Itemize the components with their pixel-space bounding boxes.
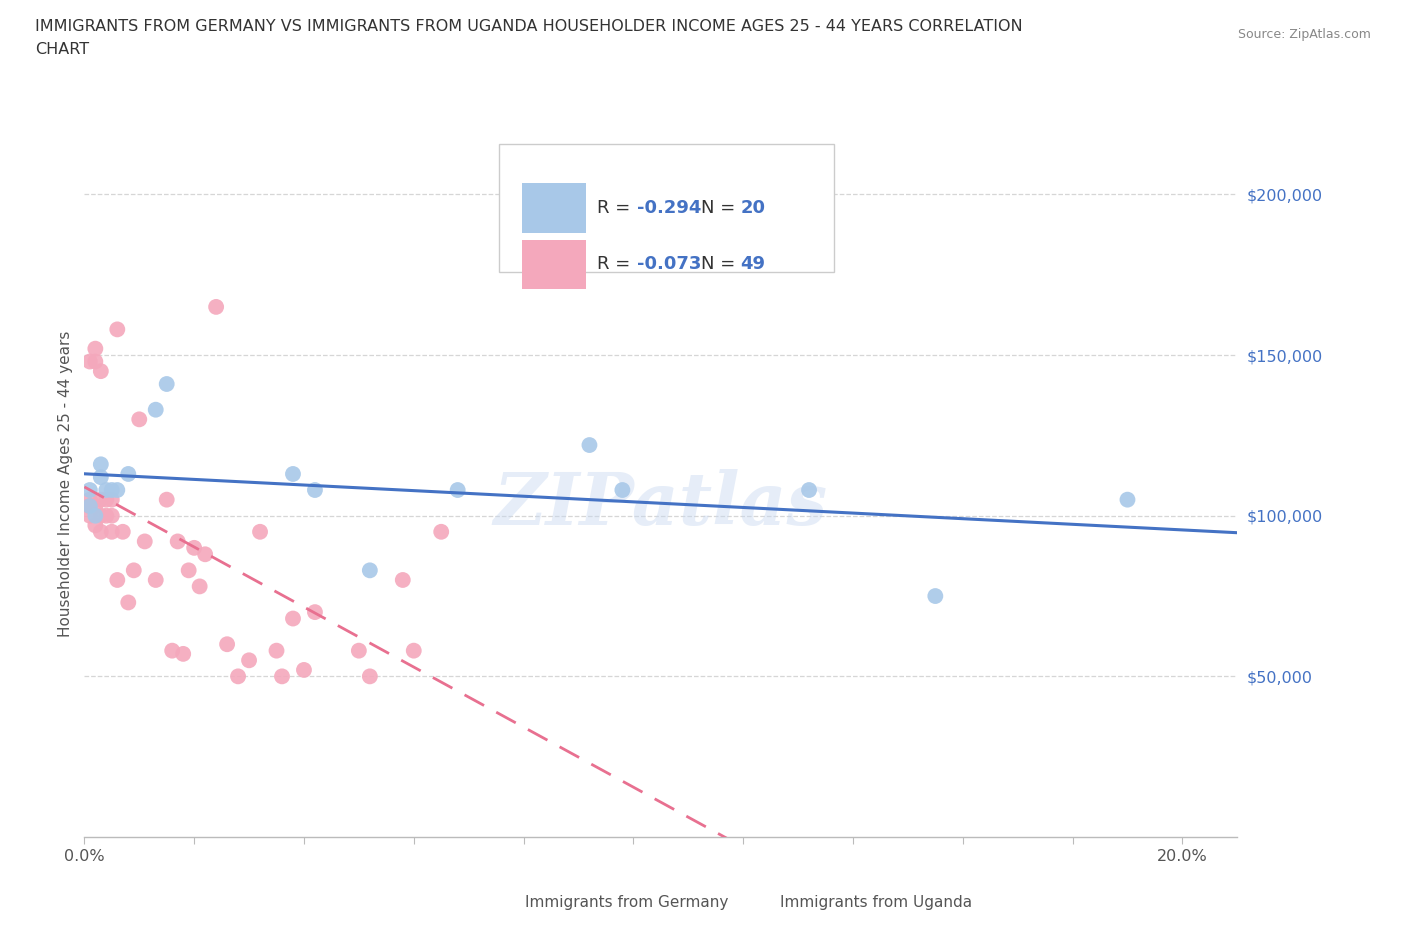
Point <box>402 644 425 658</box>
Point <box>90 457 112 472</box>
Point <box>79 509 101 524</box>
Text: -0.073: -0.073 <box>637 256 702 273</box>
Point <box>101 492 124 507</box>
Point <box>292 662 315 677</box>
Point <box>281 467 304 482</box>
Point <box>128 412 150 427</box>
Point <box>101 483 124 498</box>
Point <box>105 322 128 337</box>
Text: CHART: CHART <box>35 42 89 57</box>
FancyBboxPatch shape <box>499 144 834 272</box>
Point <box>105 483 128 498</box>
Point <box>347 644 370 658</box>
Point <box>304 604 326 619</box>
Point <box>156 492 179 507</box>
Point <box>271 669 294 684</box>
Point <box>117 467 139 482</box>
FancyBboxPatch shape <box>471 880 517 918</box>
Text: 49: 49 <box>741 256 765 273</box>
Point <box>101 509 124 524</box>
Point <box>156 377 179 392</box>
Point <box>145 403 167 418</box>
Point <box>84 498 107 513</box>
Point <box>924 589 946 604</box>
Point <box>447 483 470 498</box>
Point <box>391 573 413 588</box>
Point <box>160 644 183 658</box>
Point <box>166 534 188 549</box>
Text: N =: N = <box>702 256 741 273</box>
Text: N =: N = <box>702 199 741 217</box>
Point <box>105 573 128 588</box>
Point <box>90 470 112 485</box>
Text: Immigrants from Uganda: Immigrants from Uganda <box>779 895 972 910</box>
Text: Source: ZipAtlas.com: Source: ZipAtlas.com <box>1237 28 1371 41</box>
FancyBboxPatch shape <box>523 183 586 232</box>
Point <box>1116 492 1139 507</box>
Point <box>96 483 118 498</box>
Point <box>183 540 205 555</box>
Point <box>304 483 326 498</box>
Point <box>84 518 107 533</box>
Point <box>430 525 453 539</box>
Point <box>79 354 101 369</box>
Point <box>205 299 228 314</box>
Point <box>96 509 118 524</box>
Point <box>217 637 239 652</box>
Point <box>84 341 107 356</box>
Point <box>177 563 200 578</box>
Point <box>266 644 288 658</box>
Point <box>122 563 145 578</box>
Point <box>134 534 156 549</box>
Point <box>90 492 112 507</box>
Point <box>117 595 139 610</box>
Point <box>578 438 600 453</box>
Text: IMMIGRANTS FROM GERMANY VS IMMIGRANTS FROM UGANDA HOUSEHOLDER INCOME AGES 25 - 4: IMMIGRANTS FROM GERMANY VS IMMIGRANTS FR… <box>35 19 1022 33</box>
Point <box>96 492 118 507</box>
Text: ZIPatlas: ZIPatlas <box>494 470 828 540</box>
Point <box>111 525 134 539</box>
Text: 20: 20 <box>741 199 765 217</box>
Point <box>226 669 249 684</box>
Point <box>79 498 101 513</box>
Point <box>172 646 194 661</box>
Point <box>79 492 101 507</box>
FancyBboxPatch shape <box>523 240 586 289</box>
Point <box>797 483 820 498</box>
Point <box>238 653 260 668</box>
Point <box>90 364 112 379</box>
Text: R =: R = <box>598 199 637 217</box>
Point <box>612 483 634 498</box>
Point <box>194 547 217 562</box>
Point <box>101 525 124 539</box>
Point <box>79 498 101 513</box>
Point <box>79 483 101 498</box>
Point <box>90 509 112 524</box>
Point <box>188 579 211 594</box>
Text: -0.294: -0.294 <box>637 199 702 217</box>
Point <box>249 525 271 539</box>
Point <box>281 611 304 626</box>
Point <box>359 563 381 578</box>
Y-axis label: Householder Income Ages 25 - 44 years: Householder Income Ages 25 - 44 years <box>58 330 73 637</box>
Point <box>79 498 101 513</box>
Text: Immigrants from Germany: Immigrants from Germany <box>524 895 728 910</box>
Point <box>84 354 107 369</box>
Point <box>145 573 167 588</box>
Point <box>359 669 381 684</box>
Point <box>90 525 112 539</box>
Point <box>84 509 107 524</box>
FancyBboxPatch shape <box>724 880 770 918</box>
Text: R =: R = <box>598 256 637 273</box>
